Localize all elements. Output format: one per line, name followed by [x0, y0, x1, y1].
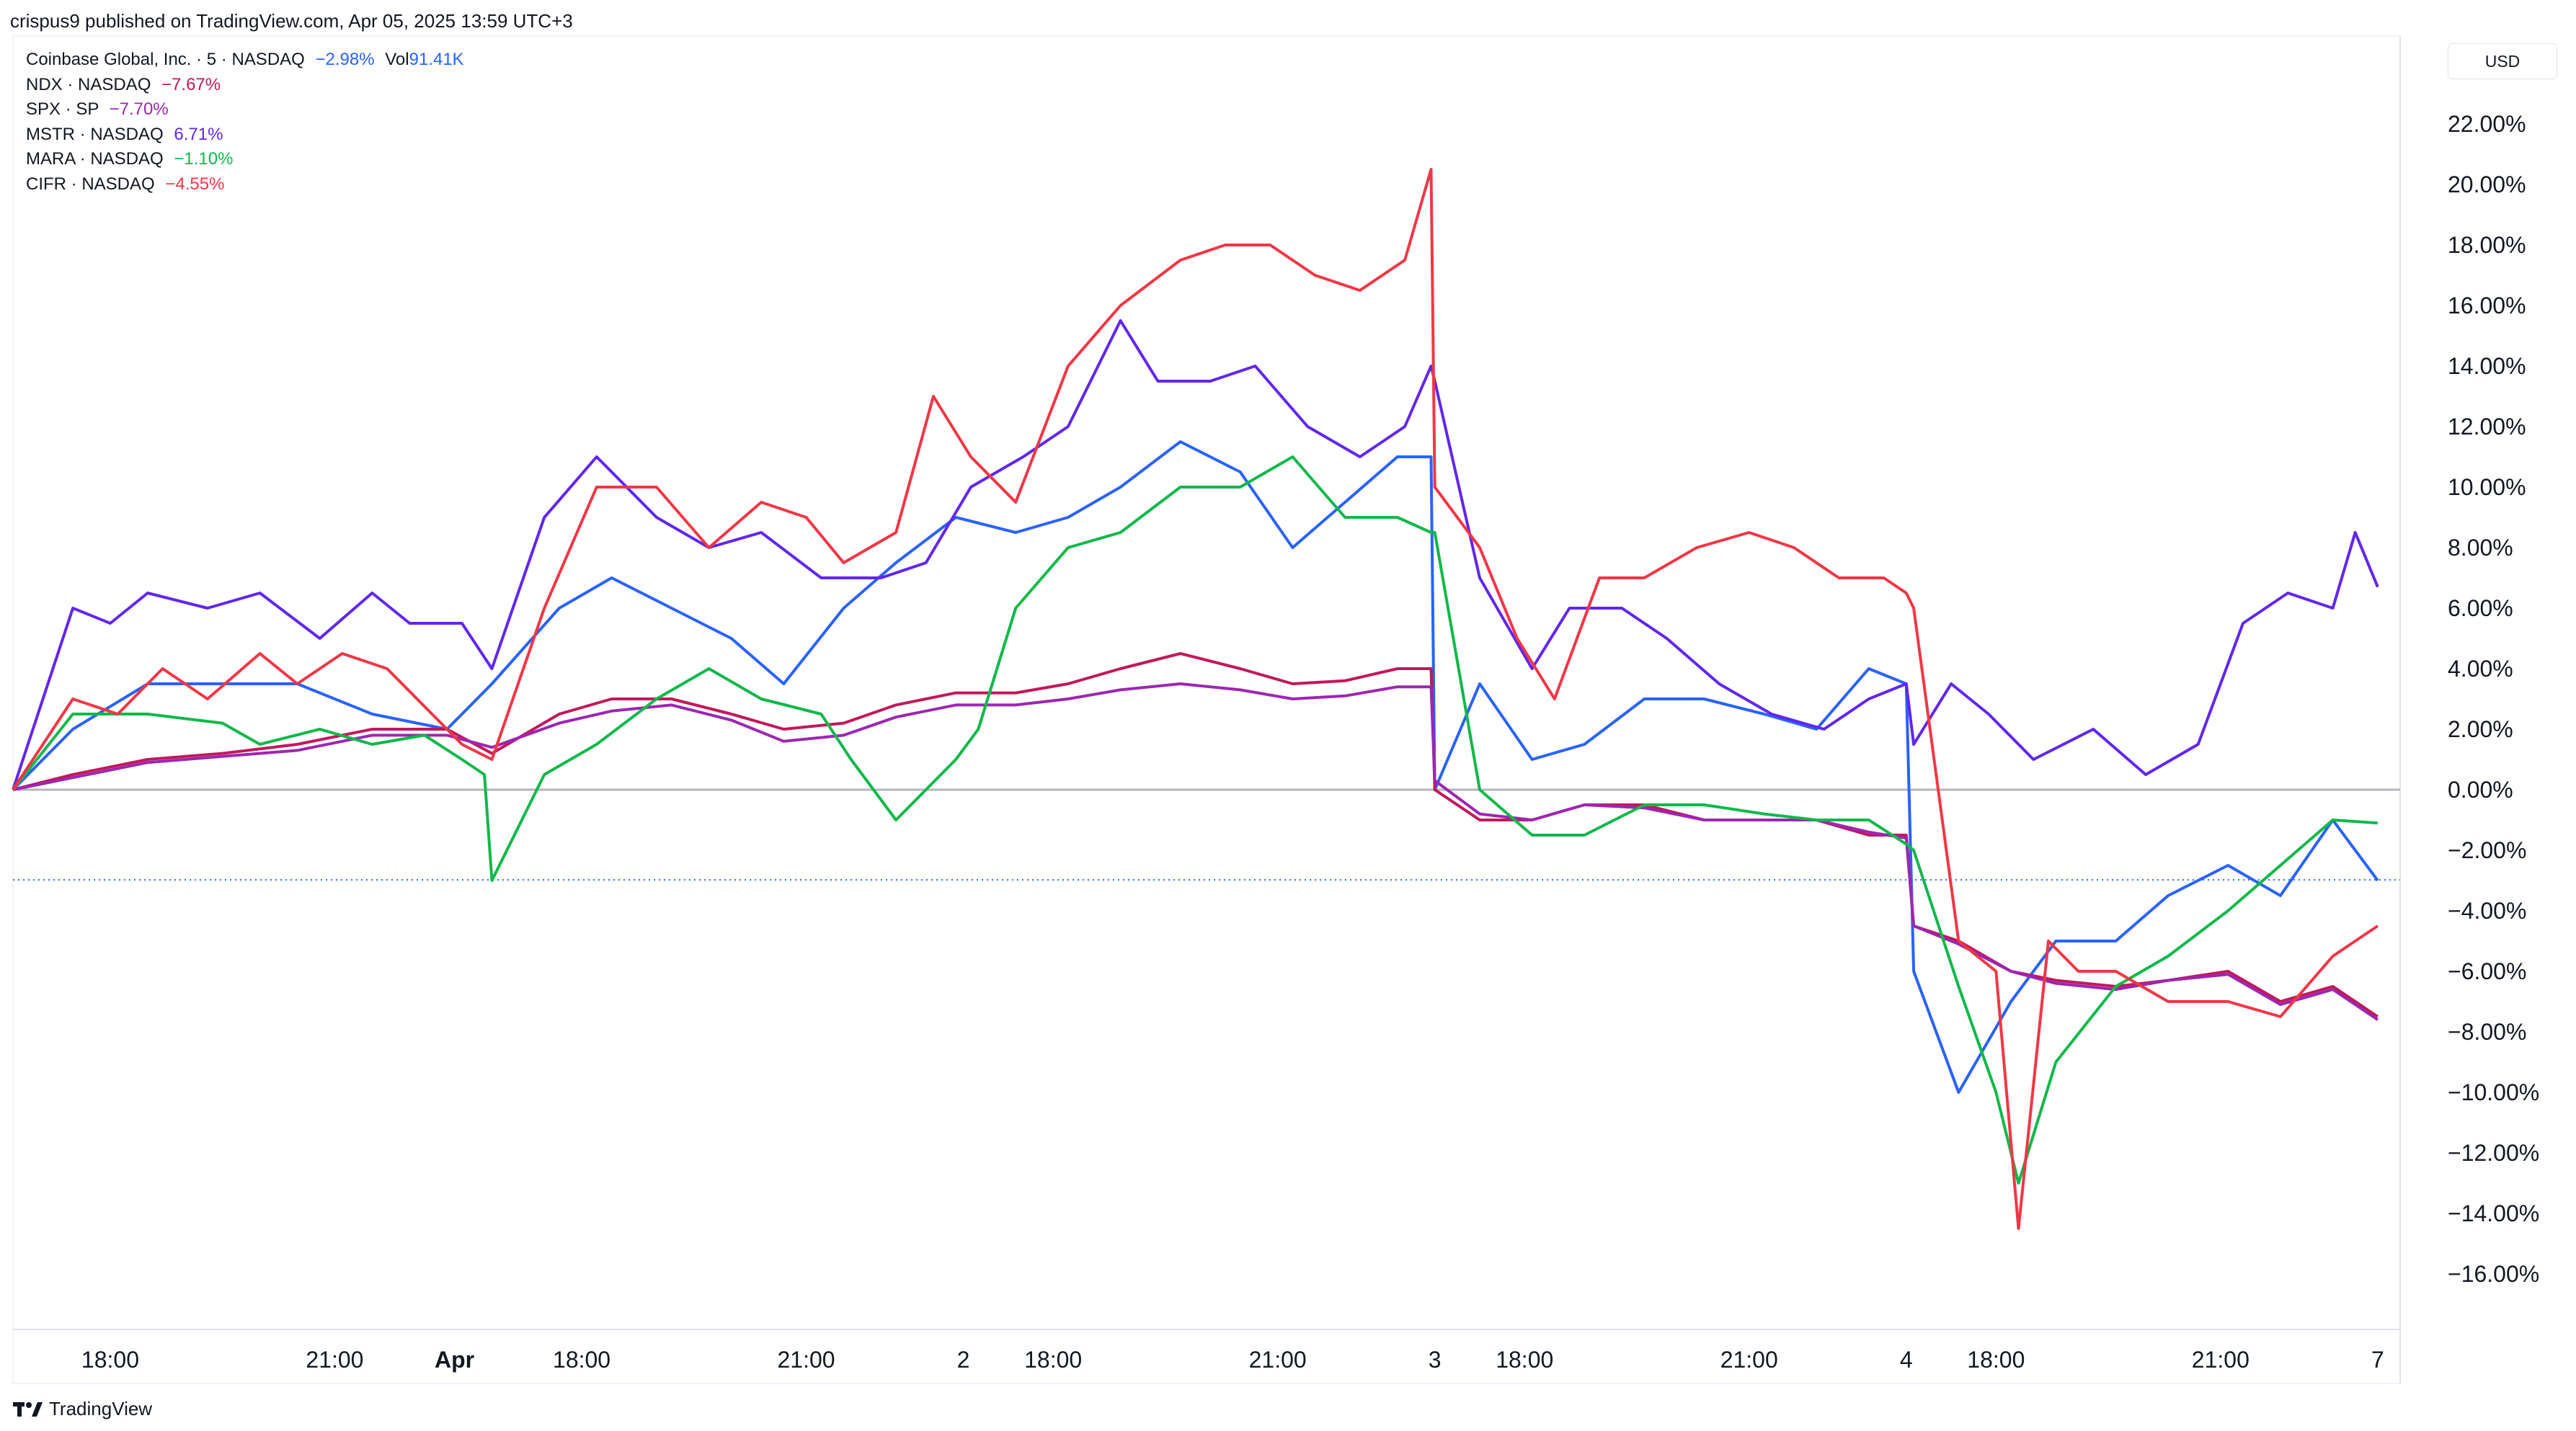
- y-tick-label: 2.00%: [2448, 716, 2513, 742]
- legend-row-mara[interactable]: MARA · NASDAQ −1.10%: [26, 147, 464, 172]
- y-tick-label: −2.00%: [2448, 837, 2526, 863]
- y-tick-label: 10.00%: [2448, 474, 2526, 500]
- legend-series-value: −7.67%: [161, 74, 221, 94]
- x-tick-label: 18:00: [1024, 1347, 1082, 1373]
- legend-series-name: MSTR · NASDAQ: [26, 124, 164, 144]
- legend-series-name: CIFR · NASDAQ: [26, 174, 155, 194]
- y-tick-label: −12.00%: [2448, 1140, 2539, 1166]
- y-tick-label: −8.00%: [2448, 1019, 2526, 1045]
- x-tick-label: 21:00: [1720, 1347, 1778, 1373]
- x-tick-label: 4: [1900, 1347, 1913, 1373]
- y-tick-label: 22.00%: [2448, 111, 2526, 137]
- legend-series-name: Coinbase Global, Inc. · 5 · NASDAQ: [26, 50, 305, 69]
- series-line-mara[interactable]: [12, 455, 2379, 1185]
- y-tick-label: 12.00%: [2448, 414, 2526, 440]
- x-tick-label: 21:00: [1249, 1347, 1307, 1373]
- legend-series-value: −4.55%: [165, 174, 225, 194]
- legend-row-ndx[interactable]: NDX · NASDAQ −7.67%: [26, 73, 464, 98]
- x-tick-label: 7: [2371, 1347, 2384, 1373]
- series-line-ndx[interactable]: [12, 652, 2379, 1018]
- y-tick-label: 18.00%: [2448, 232, 2526, 258]
- y-tick-label: −16.00%: [2448, 1261, 2539, 1287]
- x-tick-label: 21:00: [306, 1347, 363, 1373]
- x-tick-label: 18:00: [553, 1347, 610, 1373]
- y-tick-label: −10.00%: [2448, 1079, 2539, 1105]
- x-tick-label: 2: [957, 1347, 970, 1373]
- x-tick-label: 18:00: [81, 1347, 139, 1373]
- currency-button[interactable]: USD: [2448, 43, 2557, 79]
- tradingview-logo[interactable]: TradingView: [13, 1398, 152, 1420]
- legend-series-name: NDX · NASDAQ: [26, 74, 151, 94]
- y-tick-label: 8.00%: [2448, 535, 2513, 561]
- legend-row-spx[interactable]: SPX · SP −7.70%: [26, 97, 464, 122]
- y-tick-label: 6.00%: [2448, 595, 2513, 621]
- y-tick-label: −14.00%: [2448, 1200, 2539, 1226]
- chart-legend: Coinbase Global, Inc. · 5 · NASDAQ −2.98…: [26, 48, 464, 197]
- y-tick-label: 4.00%: [2448, 656, 2513, 682]
- x-tick-label: 21:00: [2192, 1347, 2249, 1373]
- x-tick-label: Apr: [435, 1347, 474, 1373]
- legend-series-value: 6.71%: [174, 124, 223, 144]
- series-line-cifr[interactable]: [12, 168, 2379, 1230]
- series-line-spx[interactable]: [12, 682, 2379, 1021]
- x-tick-label: 18:00: [1496, 1347, 1553, 1373]
- x-tick-label: 3: [1429, 1347, 1442, 1373]
- legend-row-coin[interactable]: Coinbase Global, Inc. · 5 · NASDAQ −2.98…: [26, 48, 464, 73]
- y-tick-label: 16.00%: [2448, 293, 2526, 318]
- y-tick-label: 0.00%: [2448, 777, 2513, 803]
- series-line-mstr[interactable]: [12, 319, 2379, 790]
- y-tick-label: 20.00%: [2448, 171, 2526, 197]
- legend-volume-value: 91.41K: [409, 50, 464, 69]
- y-tick-label: −6.00%: [2448, 958, 2526, 984]
- legend-volume-label: Vol: [385, 50, 409, 69]
- legend-row-cifr[interactable]: CIFR · NASDAQ −4.55%: [26, 172, 464, 197]
- y-tick-label: −4.00%: [2448, 898, 2526, 924]
- legend-series-name: SPX · SP: [26, 99, 99, 119]
- tradingview-logo-icon: [13, 1401, 43, 1417]
- brand-name: TradingView: [49, 1398, 153, 1419]
- legend-series-name: MARA · NASDAQ: [26, 149, 164, 169]
- publisher-line: crispus9 published on TradingView.com, A…: [10, 10, 573, 32]
- legend-series-value: −1.10%: [174, 149, 234, 169]
- x-tick-label: 18:00: [1967, 1347, 2025, 1373]
- y-tick-label: 14.00%: [2448, 353, 2526, 379]
- legend-series-value: −2.98%: [315, 50, 375, 69]
- legend-series-value: −7.70%: [109, 99, 169, 119]
- legend-row-mstr[interactable]: MSTR · NASDAQ 6.71%: [26, 122, 464, 148]
- series-line-coinbase-global-inc[interactable]: [12, 440, 2379, 1094]
- x-tick-label: 21:00: [778, 1347, 835, 1373]
